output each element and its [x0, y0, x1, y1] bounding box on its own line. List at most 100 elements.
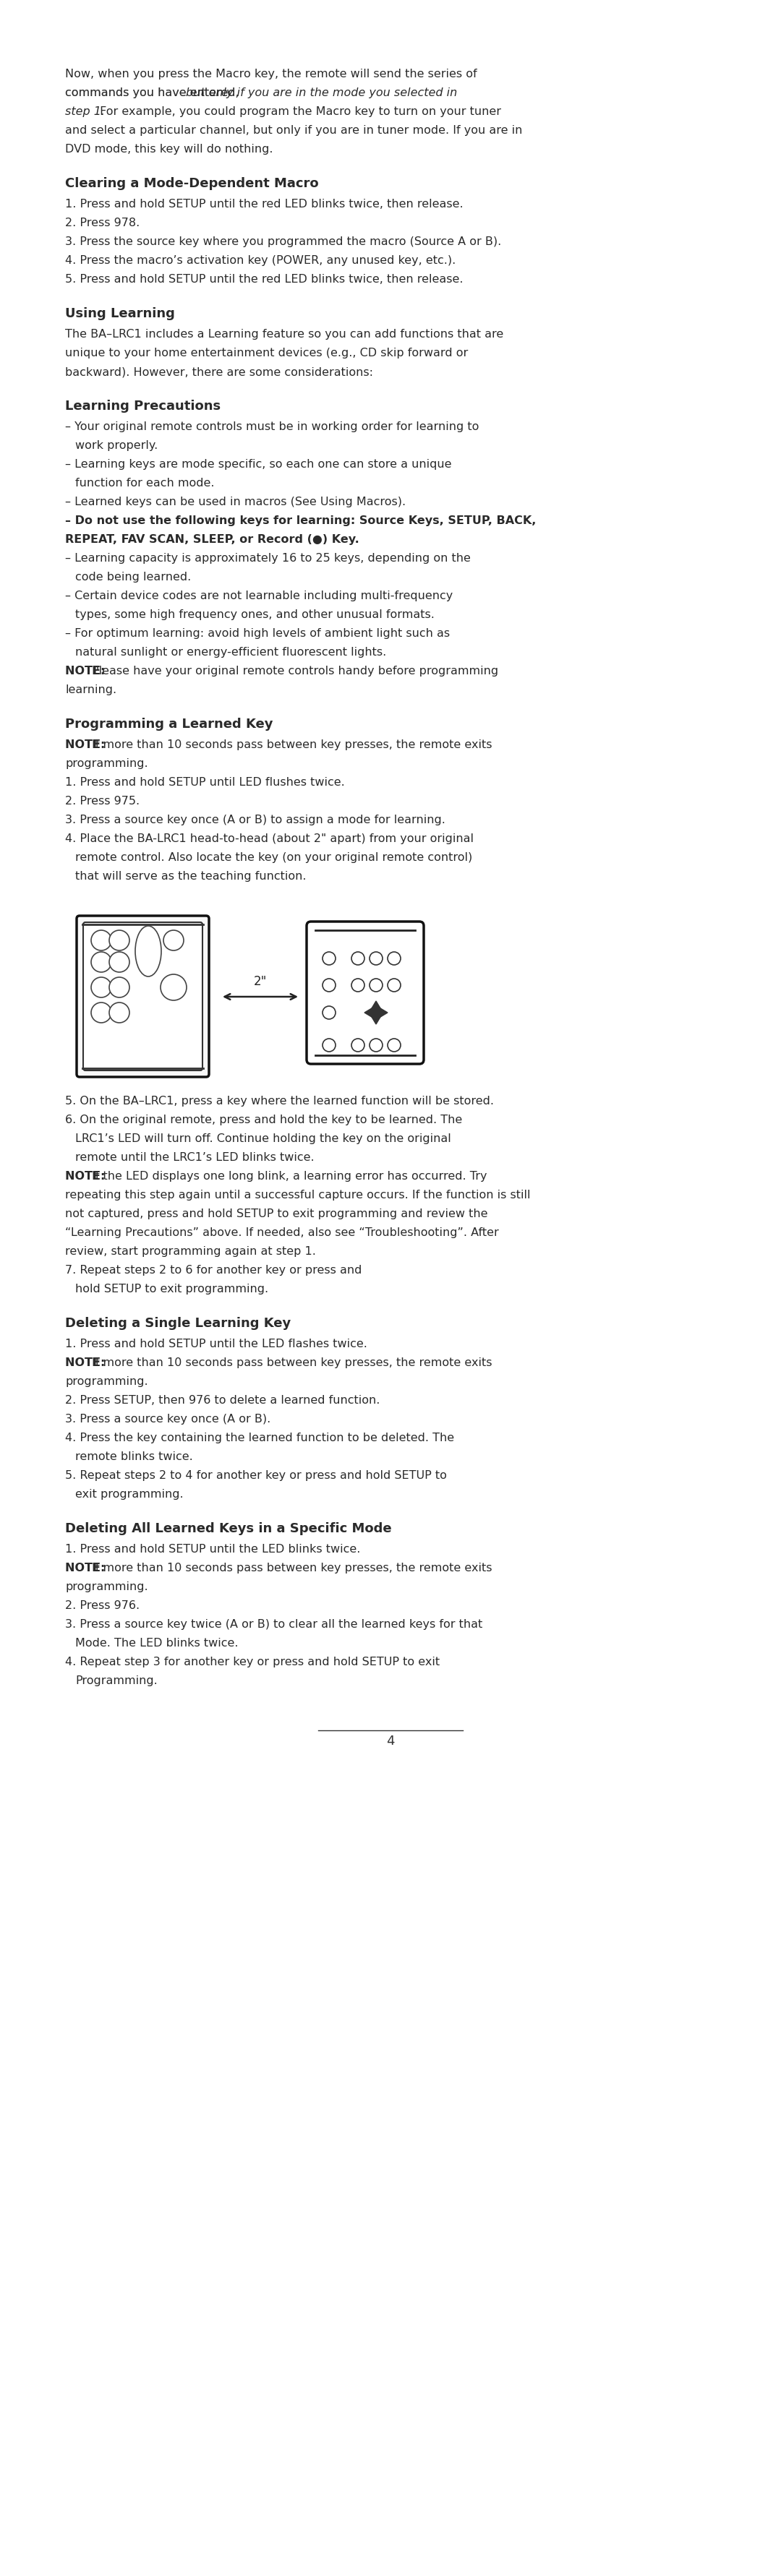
Ellipse shape: [109, 953, 130, 971]
Text: 2. Press SETUP, then 976 to delete a learned function.: 2. Press SETUP, then 976 to delete a lea…: [65, 1396, 380, 1406]
Text: – For optimum learning: avoid high levels of ambient light such as: – For optimum learning: avoid high level…: [65, 629, 450, 639]
Text: For example, you could program the Macro key to turn on your tuner: For example, you could program the Macro…: [97, 106, 501, 116]
Text: exit programming.: exit programming.: [75, 1489, 184, 1499]
Text: 6. On the original remote, press and hold the key to be learned. The: 6. On the original remote, press and hol…: [65, 1115, 462, 1126]
Polygon shape: [376, 1005, 387, 1020]
Text: Now, when you press the Macro key, the remote will send the series of: Now, when you press the Macro key, the r…: [65, 70, 477, 80]
Ellipse shape: [387, 979, 401, 992]
Text: natural sunlight or energy-efficient fluorescent lights.: natural sunlight or energy-efficient flu…: [75, 647, 387, 657]
Text: NOTE:: NOTE:: [65, 665, 109, 677]
Text: and select a particular channel, but only if you are in tuner mode. If you are i: and select a particular channel, but onl…: [65, 126, 522, 137]
Text: Learning Precautions: Learning Precautions: [65, 399, 221, 412]
Text: Programming a Learned Key: Programming a Learned Key: [65, 719, 273, 732]
Ellipse shape: [323, 953, 336, 966]
FancyBboxPatch shape: [77, 914, 209, 1077]
Text: Using Learning: Using Learning: [65, 307, 175, 319]
Ellipse shape: [163, 930, 184, 951]
Text: review, start programming again at step 1.: review, start programming again at step …: [65, 1247, 316, 1257]
Ellipse shape: [91, 976, 112, 997]
Text: function for each mode.: function for each mode.: [75, 477, 215, 489]
Text: 3. Press the source key where you programmed the macro (Source A or B).: 3. Press the source key where you progra…: [65, 237, 501, 247]
Text: 5. Repeat steps 2 to 4 for another key or press and hold SETUP to: 5. Repeat steps 2 to 4 for another key o…: [65, 1471, 447, 1481]
Text: 1. Press and hold SETUP until the LED blinks twice.: 1. Press and hold SETUP until the LED bl…: [65, 1543, 360, 1556]
Text: 2. Press 976.: 2. Press 976.: [65, 1600, 140, 1610]
Text: not captured, press and hold SETUP to exit programming and review the: not captured, press and hold SETUP to ex…: [65, 1208, 488, 1218]
Text: DVD mode, this key will do nothing.: DVD mode, this key will do nothing.: [65, 144, 273, 155]
Text: remote blinks twice.: remote blinks twice.: [75, 1450, 193, 1463]
Text: learning.: learning.: [65, 685, 116, 696]
FancyBboxPatch shape: [307, 922, 424, 1064]
Ellipse shape: [109, 976, 130, 997]
Text: 2. Press 978.: 2. Press 978.: [65, 216, 140, 229]
Text: NOTE:: NOTE:: [65, 1172, 109, 1182]
Ellipse shape: [323, 1007, 336, 1020]
Text: If the LED displays one long blink, a learning error has occurred. Try: If the LED displays one long blink, a le…: [92, 1172, 487, 1182]
Ellipse shape: [323, 979, 336, 992]
Ellipse shape: [387, 953, 401, 966]
Text: NOTE:: NOTE:: [65, 1564, 109, 1574]
Text: programming.: programming.: [65, 1582, 148, 1592]
Text: repeating this step again until a successful capture occurs. If the function is : repeating this step again until a succes…: [65, 1190, 530, 1200]
Text: that will serve as the teaching function.: that will serve as the teaching function…: [75, 871, 306, 881]
Ellipse shape: [323, 1038, 336, 1051]
Text: 1. Press and hold SETUP until the LED flashes twice.: 1. Press and hold SETUP until the LED fl…: [65, 1340, 367, 1350]
Text: “Learning Precautions” above. If needed, also see “Troubleshooting”. After: “Learning Precautions” above. If needed,…: [65, 1226, 499, 1239]
Text: programming.: programming.: [65, 757, 148, 770]
Ellipse shape: [91, 930, 112, 951]
Text: 5. On the BA–LRC1, press a key where the learned function will be stored.: 5. On the BA–LRC1, press a key where the…: [65, 1095, 494, 1108]
Text: Deleting a Single Learning Key: Deleting a Single Learning Key: [65, 1316, 291, 1329]
Text: backward). However, there are some considerations:: backward). However, there are some consi…: [65, 366, 373, 376]
Text: Deleting All Learned Keys in a Specific Mode: Deleting All Learned Keys in a Specific …: [65, 1522, 392, 1535]
Text: – Learned keys can be used in macros (See Using Macros).: – Learned keys can be used in macros (Se…: [65, 497, 406, 507]
Ellipse shape: [369, 953, 383, 966]
Text: step 1.: step 1.: [65, 106, 105, 116]
Text: 5. Press and hold SETUP until the red LED blinks twice, then release.: 5. Press and hold SETUP until the red LE…: [65, 273, 463, 286]
Text: 2. Press 975.: 2. Press 975.: [65, 796, 140, 806]
Text: LRC1’s LED will turn off. Continue holding the key on the original: LRC1’s LED will turn off. Continue holdi…: [75, 1133, 451, 1144]
Text: hold SETUP to exit programming.: hold SETUP to exit programming.: [75, 1283, 269, 1296]
Text: 3. Press a source key twice (A or B) to clear all the learned keys for that: 3. Press a source key twice (A or B) to …: [65, 1620, 483, 1631]
Text: remote control. Also locate the key (on your original remote control): remote control. Also locate the key (on …: [75, 853, 473, 863]
Text: programming.: programming.: [65, 1376, 148, 1386]
Text: 7. Repeat steps 2 to 6 for another key or press and: 7. Repeat steps 2 to 6 for another key o…: [65, 1265, 362, 1275]
Text: NOTE:: NOTE:: [65, 1358, 109, 1368]
Text: Please have your original remote controls handy before programming: Please have your original remote control…: [92, 665, 498, 677]
Ellipse shape: [109, 930, 130, 951]
Text: remote until the LRC1’s LED blinks twice.: remote until the LRC1’s LED blinks twice…: [75, 1151, 314, 1162]
Ellipse shape: [369, 979, 383, 992]
Text: unique to your home entertainment devices (e.g., CD skip forward or: unique to your home entertainment device…: [65, 348, 468, 358]
Text: work properly.: work properly.: [75, 440, 158, 451]
Text: commands you have entered,: commands you have entered,: [65, 88, 243, 98]
Text: 2": 2": [254, 976, 267, 989]
Text: 4. Press the key containing the learned function to be deleted. The: 4. Press the key containing the learned …: [65, 1432, 455, 1443]
Ellipse shape: [91, 953, 112, 971]
Text: but only if you are in the mode you selected in: but only if you are in the mode you sele…: [186, 88, 457, 98]
Text: If more than 10 seconds pass between key presses, the remote exits: If more than 10 seconds pass between key…: [92, 1564, 492, 1574]
Text: Clearing a Mode-Dependent Macro: Clearing a Mode-Dependent Macro: [65, 178, 319, 191]
Ellipse shape: [91, 1002, 112, 1023]
Polygon shape: [365, 1005, 376, 1020]
Text: – Learning capacity is approximately 16 to 25 keys, depending on the: – Learning capacity is approximately 16 …: [65, 554, 471, 564]
Text: – Certain device codes are not learnable including multi-frequency: – Certain device codes are not learnable…: [65, 590, 453, 600]
Text: If more than 10 seconds pass between key presses, the remote exits: If more than 10 seconds pass between key…: [92, 739, 492, 750]
Text: commands you have entered,: commands you have entered,: [65, 88, 243, 98]
Text: 1. Press and hold SETUP until LED flushes twice.: 1. Press and hold SETUP until LED flushe…: [65, 778, 344, 788]
Text: Programming.: Programming.: [75, 1674, 158, 1687]
Text: code being learned.: code being learned.: [75, 572, 191, 582]
Text: 3. Press a source key once (A or B) to assign a mode for learning.: 3. Press a source key once (A or B) to a…: [65, 814, 445, 824]
Text: 3. Press a source key once (A or B).: 3. Press a source key once (A or B).: [65, 1414, 271, 1425]
Text: – Learning keys are mode specific, so each one can store a unique: – Learning keys are mode specific, so ea…: [65, 459, 451, 469]
Text: commands you have entered,: commands you have entered,: [65, 88, 243, 98]
Ellipse shape: [351, 953, 365, 966]
Text: The BA–LRC1 includes a Learning feature so you can add functions that are: The BA–LRC1 includes a Learning feature …: [65, 330, 504, 340]
Text: If more than 10 seconds pass between key presses, the remote exits: If more than 10 seconds pass between key…: [92, 1358, 492, 1368]
Text: – Your original remote controls must be in working order for learning to: – Your original remote controls must be …: [65, 422, 479, 433]
Text: REPEAT, FAV SCAN, SLEEP, or Record (●) Key.: REPEAT, FAV SCAN, SLEEP, or Record (●) K…: [65, 533, 359, 546]
Text: NOTE:: NOTE:: [65, 739, 109, 750]
Ellipse shape: [109, 1002, 130, 1023]
Text: types, some high frequency ones, and other unusual formats.: types, some high frequency ones, and oth…: [75, 611, 434, 621]
Ellipse shape: [161, 974, 187, 999]
Ellipse shape: [351, 1038, 365, 1051]
Text: Mode. The LED blinks twice.: Mode. The LED blinks twice.: [75, 1638, 238, 1649]
Ellipse shape: [369, 1038, 383, 1051]
